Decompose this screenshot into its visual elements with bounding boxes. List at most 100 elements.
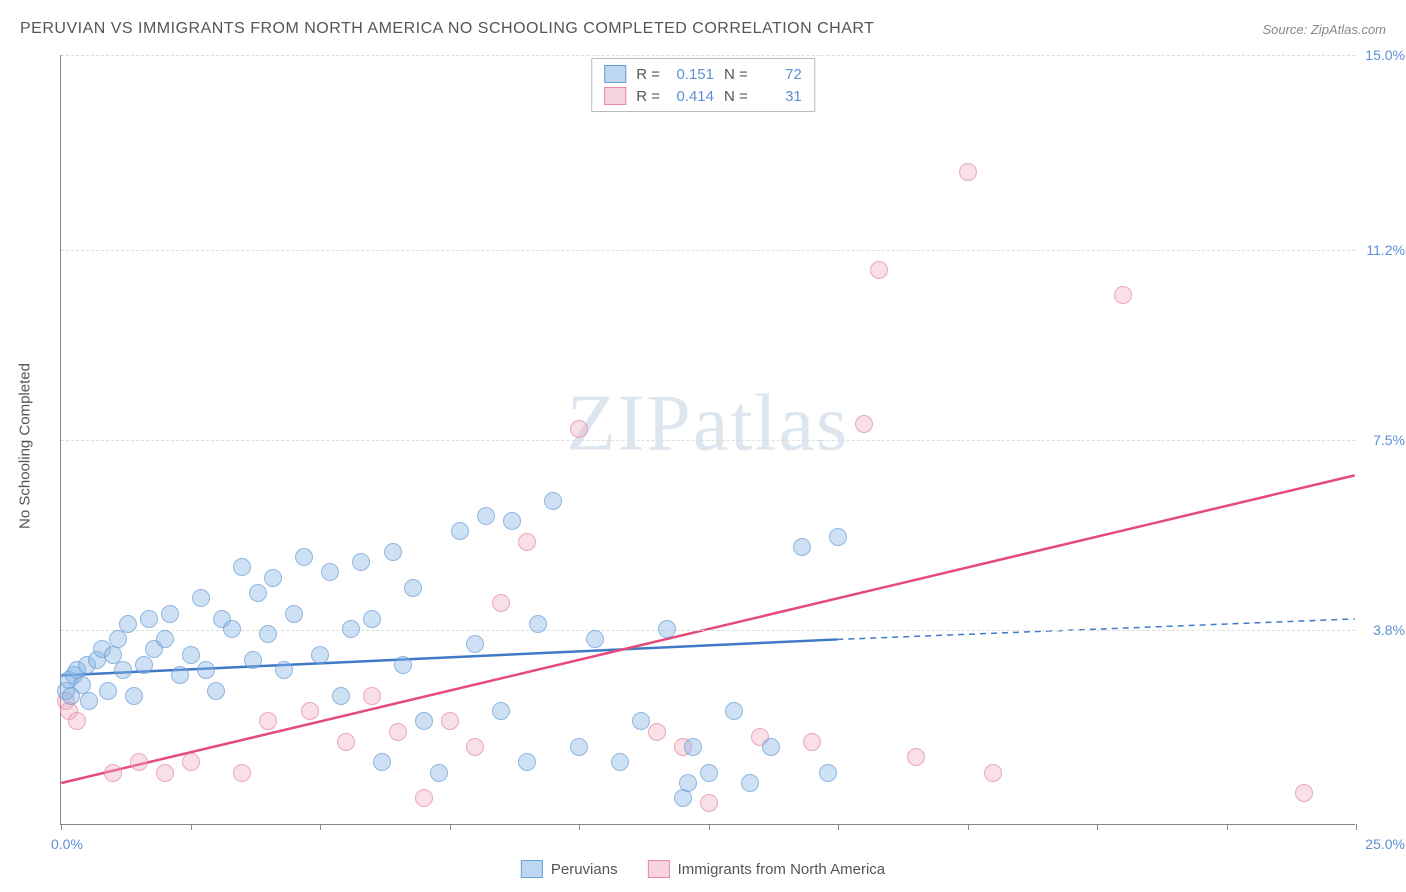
data-point	[156, 630, 174, 648]
swatch-pink	[648, 860, 670, 878]
data-point	[207, 682, 225, 700]
x-tick	[1097, 824, 1098, 830]
data-point	[192, 589, 210, 607]
data-point	[829, 528, 847, 546]
x-tick	[838, 824, 839, 830]
n-value-pink: 31	[758, 88, 802, 105]
data-point	[492, 702, 510, 720]
data-point	[363, 687, 381, 705]
y-tick-label: 15.0%	[1365, 47, 1405, 63]
data-point	[518, 753, 536, 771]
data-point	[114, 661, 132, 679]
r-value-blue: 0.151	[670, 66, 714, 83]
data-point	[611, 753, 629, 771]
data-point	[1114, 286, 1132, 304]
data-point	[301, 702, 319, 720]
x-tick	[1356, 824, 1357, 830]
data-point	[586, 630, 604, 648]
data-point	[679, 774, 697, 792]
data-point	[104, 764, 122, 782]
data-point	[544, 492, 562, 510]
data-point	[741, 774, 759, 792]
data-point	[389, 723, 407, 741]
data-point	[285, 605, 303, 623]
data-point	[99, 682, 117, 700]
data-point	[959, 163, 977, 181]
data-point	[384, 543, 402, 561]
data-point	[259, 712, 277, 730]
legend-label-blue: Peruvians	[551, 861, 618, 878]
data-point	[275, 661, 293, 679]
data-point	[466, 738, 484, 756]
data-point	[907, 748, 925, 766]
data-point	[352, 553, 370, 571]
data-point	[415, 789, 433, 807]
gridline	[61, 250, 1355, 251]
data-point	[244, 651, 262, 669]
data-point	[1295, 784, 1313, 802]
watermark: ZIPatlas	[567, 379, 850, 470]
swatch-pink	[604, 87, 626, 105]
data-point	[394, 656, 412, 674]
data-point	[68, 712, 86, 730]
source-label: Source: ZipAtlas.com	[1262, 22, 1386, 37]
data-point	[570, 738, 588, 756]
data-point	[503, 512, 521, 530]
x-max-label: 25.0%	[1365, 836, 1405, 852]
data-point	[109, 630, 127, 648]
legend-item-pink: Immigrants from North America	[648, 860, 886, 878]
gridline	[61, 55, 1355, 56]
data-point	[130, 753, 148, 771]
y-axis-label: No Schooling Completed	[17, 363, 34, 529]
x-tick	[191, 824, 192, 830]
y-tick-label: 7.5%	[1373, 432, 1405, 448]
data-point	[725, 702, 743, 720]
data-point	[264, 569, 282, 587]
swatch-blue	[604, 65, 626, 83]
data-point	[984, 764, 1002, 782]
data-point	[632, 712, 650, 730]
data-point	[171, 666, 189, 684]
data-point	[311, 646, 329, 664]
y-tick-label: 11.2%	[1366, 242, 1405, 258]
x-tick	[1227, 824, 1228, 830]
data-point	[249, 584, 267, 602]
data-point	[793, 538, 811, 556]
n-value-blue: 72	[758, 66, 802, 83]
y-tick-label: 3.8%	[1373, 622, 1405, 638]
data-point	[197, 661, 215, 679]
gridline	[61, 630, 1355, 631]
data-point	[684, 738, 702, 756]
data-point	[80, 692, 98, 710]
data-point	[648, 723, 666, 741]
data-point	[451, 522, 469, 540]
data-point	[762, 738, 780, 756]
x-tick	[968, 824, 969, 830]
r-value-pink: 0.414	[670, 88, 714, 105]
data-point	[119, 615, 137, 633]
data-point	[870, 261, 888, 279]
data-point	[337, 733, 355, 751]
data-point	[674, 789, 692, 807]
legend-label-pink: Immigrants from North America	[678, 861, 886, 878]
data-point	[415, 712, 433, 730]
data-point	[295, 548, 313, 566]
data-point	[125, 687, 143, 705]
x-tick	[320, 824, 321, 830]
n-label: N =	[724, 66, 748, 83]
chart-title: PERUVIAN VS IMMIGRANTS FROM NORTH AMERIC…	[20, 20, 874, 38]
legend-item-blue: Peruvians	[521, 860, 618, 878]
n-label: N =	[724, 88, 748, 105]
x-tick	[450, 824, 451, 830]
data-point	[321, 563, 339, 581]
data-point	[233, 764, 251, 782]
data-point	[373, 753, 391, 771]
data-point	[140, 610, 158, 628]
stats-row-blue: R = 0.151 N = 72	[604, 63, 802, 85]
data-point	[466, 635, 484, 653]
data-point	[342, 620, 360, 638]
data-point	[518, 533, 536, 551]
stats-legend: R = 0.151 N = 72 R = 0.414 N = 31	[591, 58, 815, 112]
data-point	[819, 764, 837, 782]
data-point	[855, 415, 873, 433]
